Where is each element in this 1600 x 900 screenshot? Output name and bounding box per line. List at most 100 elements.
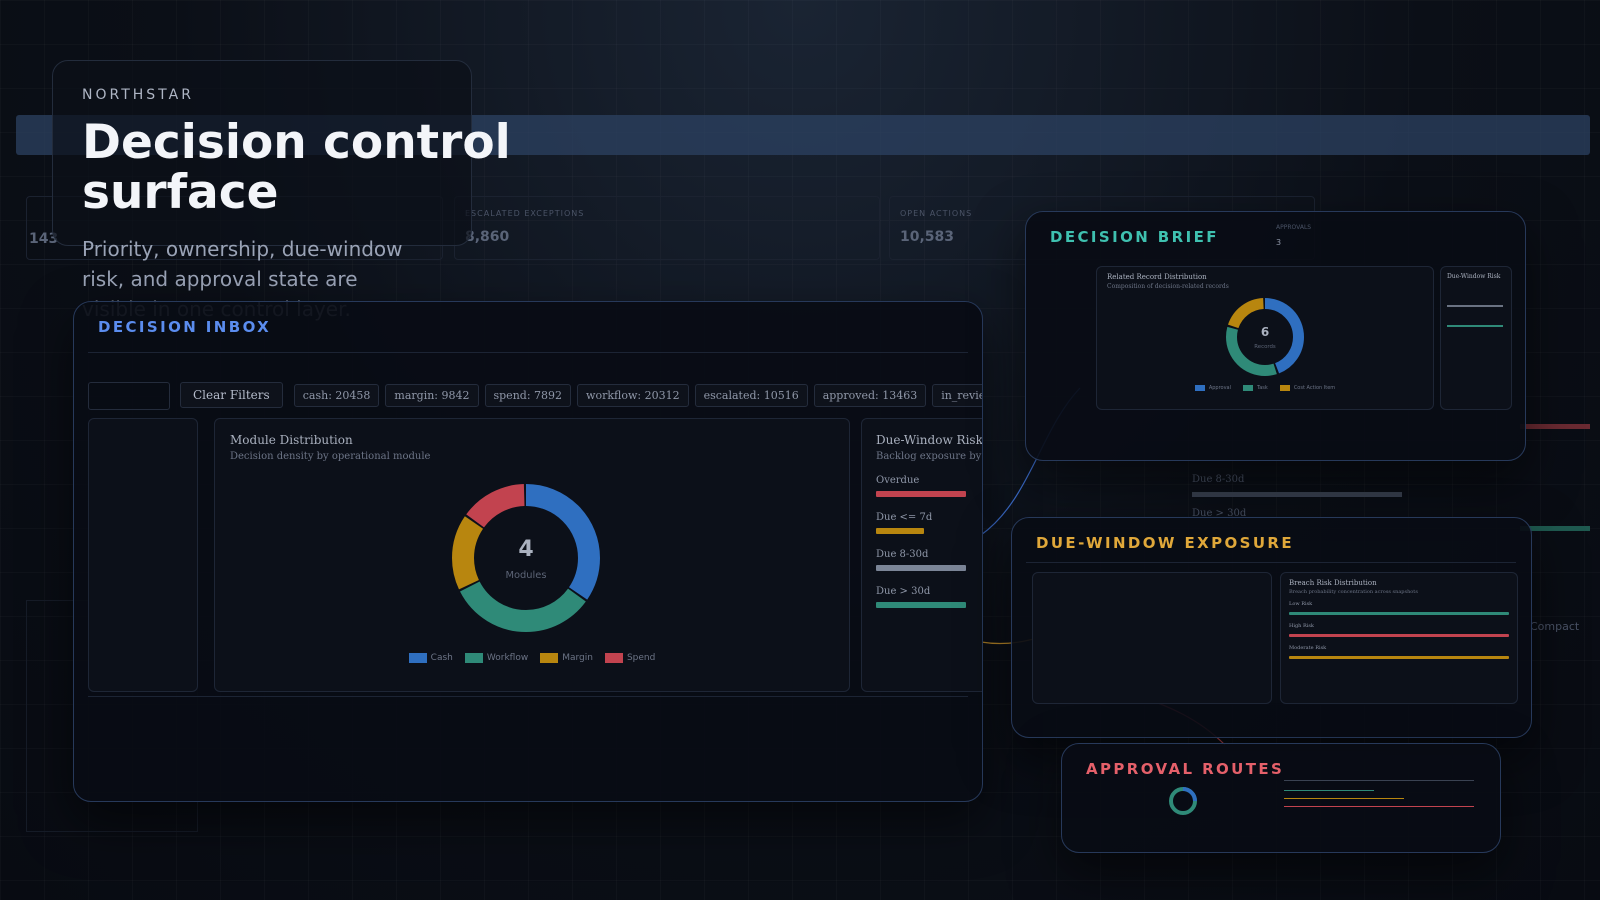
legend-item: Cash [408, 653, 453, 664]
background-text: Compact [1530, 620, 1580, 633]
filter-chip: escalated: 10516 [694, 384, 808, 407]
legend-label: Spend [626, 653, 656, 664]
background-bar [1192, 492, 1402, 497]
bar-label: Due > 30d [876, 586, 931, 597]
donut-segment [1226, 298, 1304, 376]
bar-label: Overdue [876, 475, 920, 486]
decor-bar [1447, 325, 1503, 327]
donut: 4 Modules [452, 484, 600, 632]
filter-chip: approved: 13463 [813, 384, 927, 407]
legend-item: Cost Action Item [1279, 385, 1336, 392]
approvals-value: 3 [1276, 238, 1282, 247]
legend-item: Margin [540, 653, 593, 663]
background-bar [1520, 424, 1590, 429]
kpi-value: 143 [29, 231, 59, 247]
legend-label: Cost Action Item [1293, 385, 1336, 392]
bar [876, 528, 924, 534]
chart-title: Due-Window Risk [1447, 273, 1501, 280]
brand: NORTHSTAR [82, 87, 194, 103]
legend-label: Cash [430, 653, 453, 664]
side-card: Due-Window Risk [1440, 266, 1512, 410]
donut-segment [452, 484, 600, 632]
legend-item: Approval [1194, 385, 1232, 392]
decor-line [1284, 790, 1374, 791]
decor-line [1284, 798, 1404, 799]
chart-title: Due-Window Risk [876, 433, 983, 447]
chart-title: Related Record Distribution [1107, 273, 1207, 281]
chart-subtitle: Breach probability concentration across … [1289, 589, 1418, 595]
bar-label: Low Risk [1289, 601, 1313, 607]
mini-donut [1169, 787, 1197, 815]
bar-label: Moderate Risk [1289, 645, 1327, 651]
divider [1026, 562, 1516, 563]
select[interactable] [88, 382, 170, 410]
legend-swatch [540, 653, 559, 663]
kpi-label: OPEN ACTIONS [900, 209, 973, 218]
legend-item: Task [1243, 385, 1268, 391]
legend-label: Approval [1208, 385, 1232, 392]
module-card: Module Distribution Decision density by … [214, 418, 850, 692]
legend-label: Task [1257, 385, 1268, 392]
decor-line [1284, 806, 1474, 807]
legend-swatch [604, 653, 623, 663]
filter-chip: spend: 7892 [484, 384, 572, 407]
chart-subtitle: Backlog exposure by due window [876, 451, 982, 462]
background-text: Due 8-30d [1192, 474, 1245, 485]
legend: Approval Task Cost Action Item [1097, 385, 1433, 391]
headline: Decision control surface [82, 115, 511, 220]
bar [876, 565, 966, 571]
donut-center-value: 6 [1261, 325, 1269, 339]
legend-swatch [1194, 385, 1205, 391]
divider [88, 352, 968, 353]
donut-segment [452, 484, 600, 632]
filter-chip: in_review: 21046 [932, 384, 982, 407]
panel-label: DECISION BRIEF [1050, 228, 1219, 246]
legend: Cash Workflow Margin Spend [215, 653, 849, 663]
exposure-panel: DUE-WINDOW EXPOSURE Breach Risk Distribu… [1011, 517, 1532, 738]
decor-bar [1447, 305, 1503, 307]
bar [876, 491, 966, 497]
approvals-label: APPROVALS [1276, 224, 1312, 231]
donut-segment [452, 484, 600, 632]
bar-label: Due <= 7d [876, 512, 933, 523]
kpi-value: 10,583 [900, 229, 955, 245]
bar-label: High Risk [1289, 623, 1314, 629]
panel-label: DUE-WINDOW EXPOSURE [1036, 534, 1295, 552]
panel-label: APPROVAL ROUTES [1086, 760, 1285, 778]
legend-swatch [408, 653, 427, 663]
side-card [88, 418, 198, 692]
side-card [1032, 572, 1272, 704]
clear-filters-button[interactable]: Clear Filters [180, 382, 283, 408]
record-card: Related Record Distribution Composition … [1096, 266, 1434, 410]
risk-card: Breach Risk Distribution Breach probabil… [1280, 572, 1518, 704]
background-text: Due > 30d [1192, 508, 1247, 519]
bar [1289, 612, 1509, 615]
hero-card [52, 60, 472, 246]
background-bar [1520, 526, 1590, 531]
legend-label: Workflow [486, 653, 529, 664]
decor-line [1284, 780, 1474, 781]
legend-swatch [1243, 385, 1254, 391]
donut-center-value: 4 [518, 537, 533, 562]
legend-item: Spend [604, 653, 656, 664]
bar [1289, 656, 1509, 659]
kpi-label: ESCALATED EXCEPTIONS [465, 209, 585, 218]
chart-title: Module Distribution [230, 433, 353, 447]
legend-swatch [1279, 385, 1290, 391]
chart-subtitle: Composition of decision-related records [1107, 283, 1229, 290]
filter-row: Clear Filters cash: 20458 margin: 9842 spe… [180, 382, 982, 408]
legend-swatch [464, 653, 483, 663]
donut-center-label: Records [1254, 344, 1276, 350]
chart-subtitle: Decision density by operational module [230, 451, 431, 462]
donut: 6 Records [1226, 298, 1304, 376]
donut-segment [1226, 298, 1304, 376]
donut-center-label: Modules [505, 570, 546, 581]
bar-label: Due 8-30d [876, 549, 929, 560]
panel-label: DECISION INBOX [98, 318, 272, 336]
routes-panel: APPROVAL ROUTES [1061, 743, 1501, 853]
filter-chip: margin: 9842 [385, 384, 479, 407]
divider [88, 696, 968, 697]
due-card: Due-Window Risk Backlog exposure by due … [861, 418, 983, 692]
bar [876, 602, 966, 608]
